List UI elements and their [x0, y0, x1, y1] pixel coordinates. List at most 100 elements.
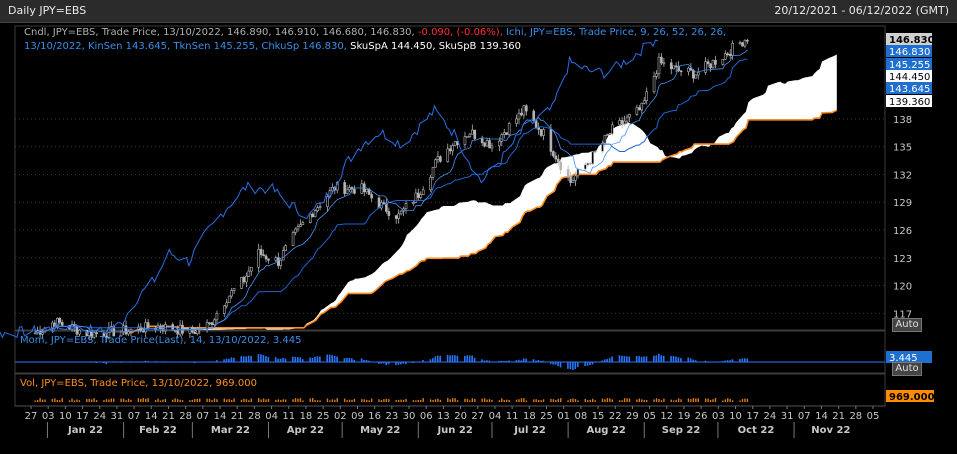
candle-body: [556, 158, 560, 163]
x-day-label: 22: [609, 411, 622, 422]
volume-bar: [420, 399, 422, 402]
momentum-bar: [746, 358, 748, 362]
candle-body: [542, 129, 545, 136]
candle: [588, 161, 592, 166]
candle-body: [122, 325, 125, 333]
volume-bar: [429, 399, 432, 402]
candle-body: [95, 332, 98, 334]
candle: [642, 96, 646, 105]
volume-bar: [95, 400, 98, 402]
volume-bar: [233, 398, 235, 402]
x-day-label: 04: [489, 411, 502, 422]
momentum-bar: [672, 356, 675, 362]
candle-body: [714, 60, 717, 65]
volume-bar: [474, 398, 476, 402]
momentum-bar: [559, 362, 562, 368]
candle-body: [539, 129, 543, 136]
volume-bar: [348, 399, 351, 402]
x-day-label: 21: [231, 411, 244, 422]
x-day-label: 27: [25, 411, 38, 422]
x-month-label: Feb 22: [139, 425, 177, 436]
volume-bar: [520, 398, 523, 402]
candle: [448, 144, 452, 155]
volume-bar: [51, 398, 54, 402]
momentum-bar: [405, 362, 407, 365]
volume-bar: [584, 398, 586, 402]
volume-bar: [230, 400, 233, 402]
momentum-bar: [522, 358, 525, 362]
momentum-bar: [274, 357, 277, 362]
candle-body: [694, 74, 698, 79]
price-tick-label: 117: [893, 309, 912, 320]
candle-body: [446, 148, 450, 162]
volume-bar: [243, 398, 245, 402]
momentum-bar: [623, 356, 626, 362]
price-badge: 139.360: [886, 95, 932, 108]
candle: [606, 133, 609, 136]
candle: [51, 320, 54, 333]
volume-bar: [535, 399, 537, 402]
x-day-label: 15: [592, 411, 605, 422]
volume-bar: [137, 398, 140, 402]
momentum-bar: [78, 361, 80, 363]
candle: [240, 276, 243, 289]
volume-bar: [515, 399, 518, 402]
candle-body: [704, 61, 707, 73]
candle-body: [308, 213, 312, 223]
momentum-bar: [468, 355, 471, 362]
momentum-bar: [333, 355, 336, 362]
volume-bar: [449, 399, 451, 402]
candle-body: [611, 124, 614, 135]
candle-body: [316, 207, 319, 212]
volume-bar: [503, 399, 505, 402]
candle-body: [586, 162, 590, 166]
volume-bar: [363, 399, 365, 402]
volume-bar: [297, 398, 299, 402]
candle: [657, 52, 661, 79]
momentum-bar: [225, 358, 228, 362]
volume-bar: [370, 398, 373, 402]
candle: [387, 207, 391, 220]
x-day-label: 07: [196, 411, 209, 422]
candle: [662, 57, 666, 67]
candle-body: [471, 129, 474, 135]
volume-badge: 969.000: [886, 390, 935, 403]
candle: [652, 71, 656, 94]
momentum-bar: [707, 362, 709, 363]
candle-body: [311, 213, 315, 218]
x-day-label: 07: [128, 411, 141, 422]
candle-body: [436, 156, 440, 160]
price-auto-scale-button[interactable]: Auto: [892, 318, 922, 332]
candle: [210, 321, 214, 328]
candle-body: [267, 258, 270, 261]
volume-bar: [560, 398, 562, 402]
volume-bar: [275, 399, 277, 402]
volume-bar: [378, 399, 380, 402]
candle-body: [439, 156, 442, 162]
momentum-bar: [223, 359, 225, 362]
price-tick-label: 123: [893, 254, 912, 265]
volume-bar: [506, 399, 508, 402]
price-badge: 146.830: [886, 45, 932, 58]
volume-bar: [164, 399, 167, 402]
momentum-bar: [621, 355, 623, 362]
candle: [655, 70, 658, 80]
momentum-bar: [395, 362, 397, 366]
candle: [534, 119, 538, 130]
candle-body: [222, 305, 226, 314]
volume-bar: [211, 400, 213, 402]
candle: [709, 63, 712, 72]
candle-body: [51, 322, 54, 329]
candle-body: [498, 140, 501, 147]
volume-bar: [712, 399, 714, 402]
volume-bar: [569, 398, 572, 402]
candle: [370, 192, 373, 202]
volume-bar: [314, 400, 316, 402]
momentum-auto-scale-button[interactable]: Auto: [892, 362, 922, 376]
volume-bar: [351, 399, 353, 402]
momentum-bar: [260, 354, 262, 362]
candle-body: [173, 330, 177, 332]
volume-bar: [677, 398, 680, 402]
volume-bar: [577, 400, 579, 402]
